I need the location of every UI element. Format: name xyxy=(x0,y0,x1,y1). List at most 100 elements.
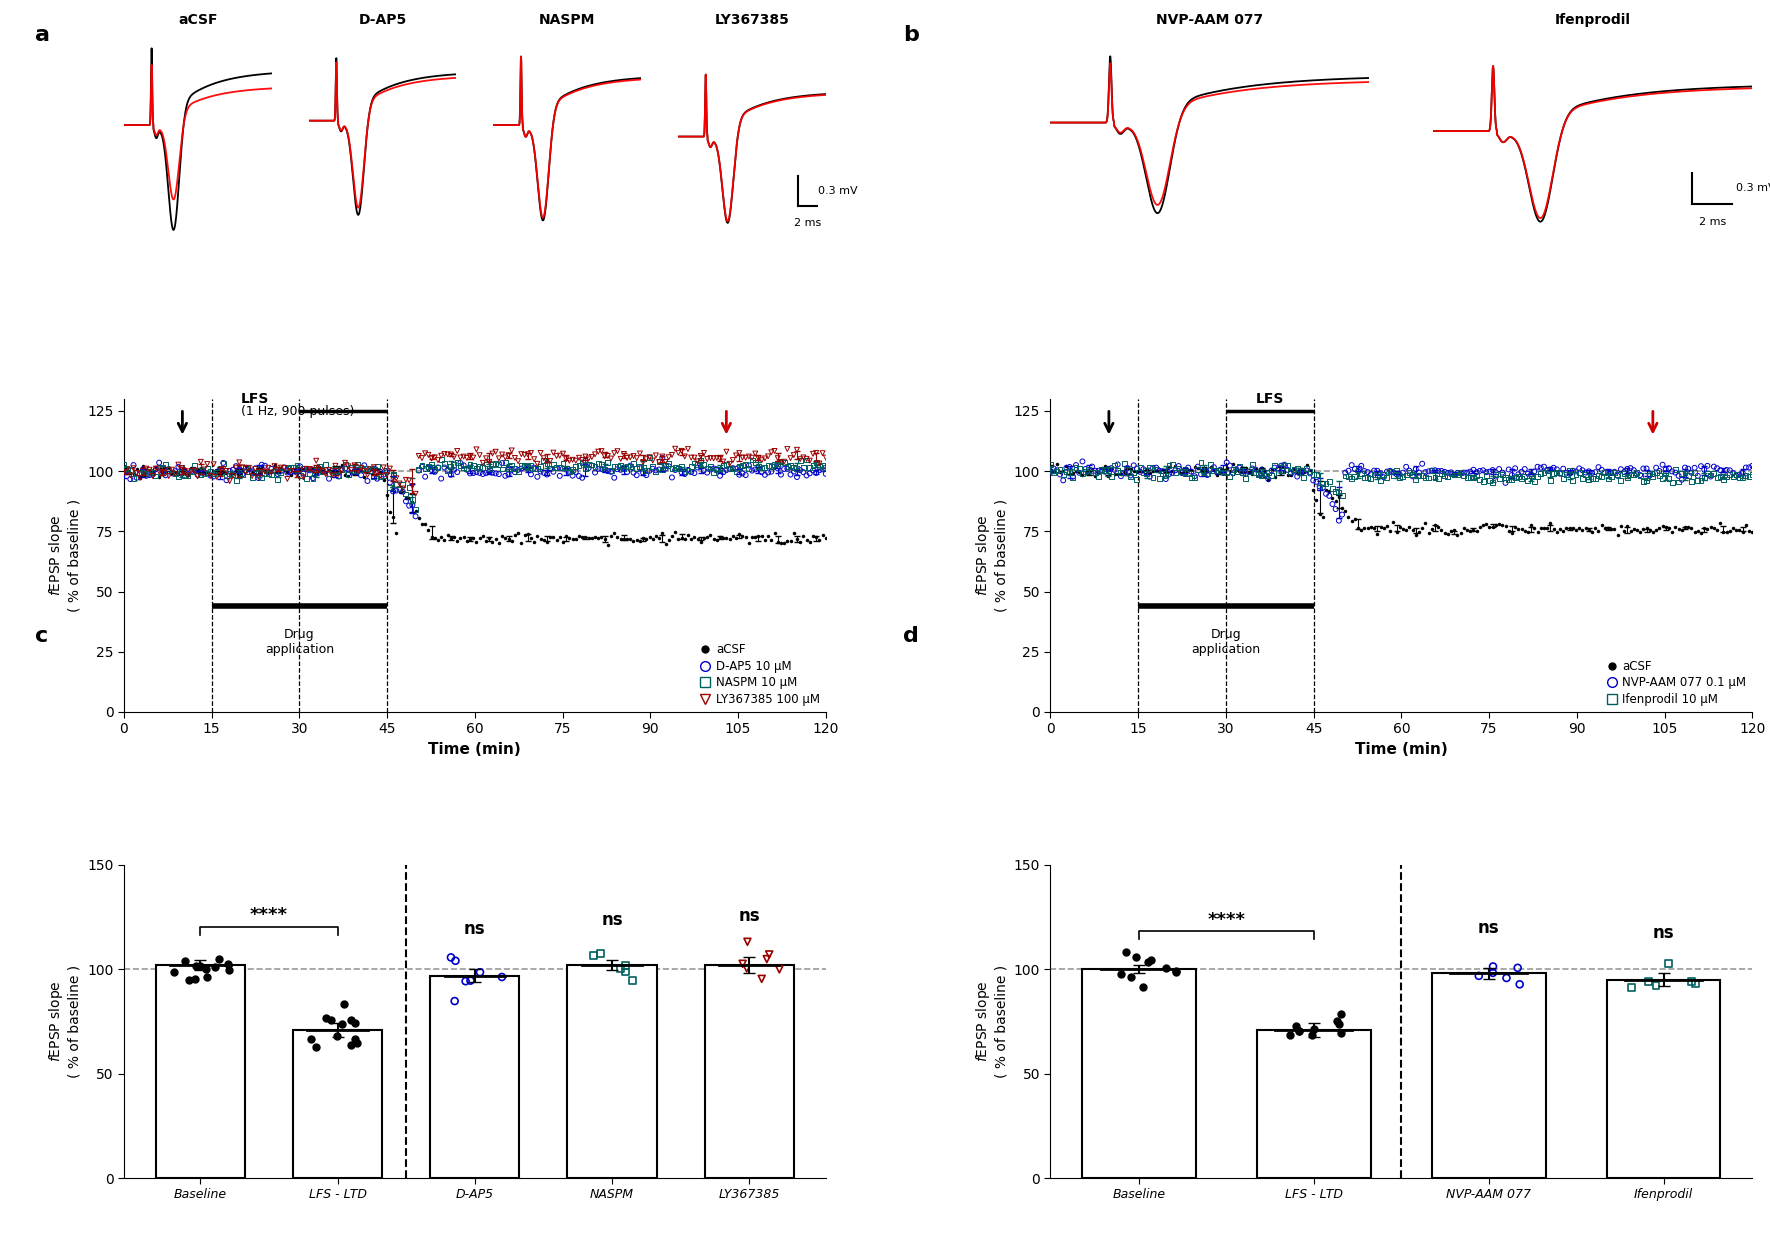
Point xyxy=(389,482,418,502)
Point xyxy=(678,463,706,482)
Point xyxy=(1627,522,1655,542)
Point xyxy=(1529,518,1558,538)
Point xyxy=(1543,522,1572,542)
Point xyxy=(1478,517,1506,537)
Point xyxy=(1513,471,1542,491)
Point xyxy=(303,464,331,484)
Point xyxy=(1559,461,1588,481)
Point xyxy=(1225,461,1253,481)
Point xyxy=(726,465,754,485)
Point xyxy=(604,456,632,476)
Point xyxy=(1306,476,1335,496)
Legend: aCSF, D-AP5 10 μM, NASPM 10 μM, LY367385 100 μM: aCSF, D-AP5 10 μM, NASPM 10 μM, LY367385… xyxy=(699,644,820,706)
Point xyxy=(513,456,542,476)
Point xyxy=(1257,460,1285,480)
Point xyxy=(607,529,635,549)
Point xyxy=(1257,459,1285,479)
Point xyxy=(347,458,375,477)
Point xyxy=(331,459,359,479)
Point xyxy=(324,464,352,484)
Point xyxy=(1577,463,1605,482)
Point xyxy=(161,461,189,481)
Point xyxy=(1039,463,1067,482)
Point xyxy=(359,458,388,477)
Point xyxy=(221,461,250,481)
Point xyxy=(117,465,145,485)
Point xyxy=(418,460,446,480)
Point xyxy=(1427,461,1455,481)
Point xyxy=(312,464,340,484)
Point xyxy=(434,460,462,480)
Point xyxy=(347,460,375,480)
Point xyxy=(1315,472,1343,492)
Point xyxy=(1204,461,1232,481)
Point xyxy=(1632,470,1660,490)
Point xyxy=(754,463,782,482)
Point xyxy=(758,531,786,551)
Point xyxy=(1667,470,1696,490)
Point xyxy=(504,451,533,471)
Point xyxy=(556,461,584,481)
Point xyxy=(200,466,228,486)
Point xyxy=(1421,467,1450,487)
Point xyxy=(1635,465,1664,485)
Point xyxy=(289,459,317,479)
Point xyxy=(129,464,158,484)
Point xyxy=(421,459,450,479)
Point xyxy=(1058,463,1087,482)
Point xyxy=(1690,467,1719,487)
Point xyxy=(221,456,250,476)
Point xyxy=(1572,464,1600,484)
Point xyxy=(1497,465,1526,485)
Point xyxy=(1087,461,1115,481)
Point xyxy=(644,460,673,480)
Point xyxy=(193,461,221,481)
Point xyxy=(798,444,827,464)
Point xyxy=(251,456,280,476)
Point xyxy=(119,469,147,489)
Point xyxy=(219,464,248,484)
Point xyxy=(489,967,517,987)
Point xyxy=(1370,465,1398,485)
Point xyxy=(375,459,404,479)
Point xyxy=(1081,466,1110,486)
Point xyxy=(1635,464,1664,484)
Point xyxy=(735,446,763,466)
Point xyxy=(395,470,423,490)
Point xyxy=(423,458,451,477)
Point xyxy=(1458,467,1487,487)
Point xyxy=(1319,487,1347,507)
Point xyxy=(789,458,818,477)
Point xyxy=(726,456,754,476)
Point xyxy=(450,527,478,547)
Point xyxy=(1184,456,1212,476)
Point xyxy=(1476,517,1504,537)
Point xyxy=(469,464,497,484)
Point xyxy=(1418,520,1446,539)
Point xyxy=(335,465,363,485)
Point xyxy=(1425,461,1453,481)
Point xyxy=(181,460,209,480)
Point xyxy=(517,528,545,548)
Point xyxy=(1276,464,1304,484)
Point xyxy=(212,464,241,484)
Point xyxy=(1584,465,1612,485)
Point xyxy=(747,526,775,546)
Point xyxy=(418,454,446,474)
Point xyxy=(1694,520,1722,539)
Point xyxy=(1267,461,1296,481)
Point xyxy=(1715,521,1743,541)
Point xyxy=(1489,465,1517,485)
Point xyxy=(651,453,680,472)
Point xyxy=(276,465,304,485)
Point xyxy=(216,464,244,484)
Point xyxy=(1188,453,1216,472)
Point xyxy=(1289,467,1317,487)
Point xyxy=(655,454,683,474)
Point xyxy=(1285,1022,1313,1042)
Point xyxy=(474,451,503,471)
Point xyxy=(712,454,740,474)
Point xyxy=(1158,463,1186,482)
Point xyxy=(402,501,430,521)
Point xyxy=(674,439,703,459)
